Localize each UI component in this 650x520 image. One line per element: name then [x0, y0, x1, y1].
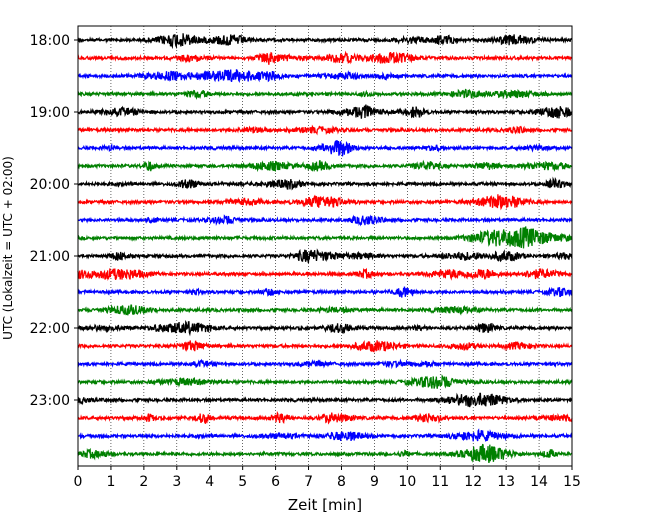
- x-tick-label: 6: [271, 474, 280, 490]
- y-tick-label: 21:00: [30, 249, 70, 265]
- x-tick-label: 8: [337, 474, 346, 490]
- trace-2000: [77, 176, 573, 191]
- trace-1845: [77, 88, 573, 100]
- x-tick-label: 4: [205, 474, 214, 490]
- plot-frame: [77, 25, 573, 467]
- x-tick-label: 10: [398, 474, 416, 490]
- trace-2015: [77, 194, 573, 211]
- trace-2200: [77, 319, 573, 337]
- trace-2245: [77, 373, 573, 389]
- trace-2330: [77, 428, 573, 442]
- y-tick-label: 19:00: [30, 105, 70, 121]
- trace-1900: [77, 104, 573, 119]
- x-tick-label: 2: [139, 474, 148, 490]
- x-tick-label: 9: [370, 474, 379, 490]
- x-tick-label: 0: [74, 474, 83, 490]
- y-tick-label: 20:00: [30, 177, 70, 193]
- y-tick-label: 22:00: [30, 321, 70, 337]
- x-axis-label: Zeit [min]: [288, 496, 362, 514]
- x-tick-label: 13: [497, 474, 515, 490]
- x-tick-label: 12: [464, 474, 482, 490]
- x-tick-label: 7: [304, 474, 313, 490]
- trace-1815: [77, 50, 573, 65]
- trace-2100: [77, 248, 573, 264]
- x-tick-label: 5: [238, 474, 247, 490]
- trace-2315: [77, 410, 573, 425]
- x-tick-label: 1: [106, 474, 115, 490]
- trace-2215: [77, 340, 573, 353]
- x-tick-label: 11: [431, 474, 449, 490]
- x-tick-label: 15: [563, 474, 581, 490]
- trace-2130: [77, 286, 573, 298]
- trace-2045: [77, 226, 573, 249]
- trace-2030: [77, 214, 573, 227]
- trace-1915: [77, 124, 573, 136]
- trace-1830: [77, 68, 573, 83]
- trace-1800: [77, 33, 573, 50]
- y-tick-label: 18:00: [30, 33, 70, 49]
- y-axis-label: UTC (Lokalzeit = UTC + 02:00): [1, 156, 15, 340]
- grid-lines: [110, 26, 540, 466]
- trace-2145: [77, 304, 573, 316]
- trace-1945: [77, 159, 573, 173]
- trace-2345: [77, 443, 573, 463]
- x-tick-label: 14: [530, 474, 548, 490]
- x-tick-label: 3: [172, 474, 181, 490]
- y-tick-label: 23:00: [30, 393, 70, 409]
- trace-1930: [77, 139, 573, 157]
- trace-2115: [77, 267, 573, 281]
- y-ticks: 18:00 19:00 20:00 21:00 22:00 23:00: [30, 33, 78, 409]
- trace-layer: [77, 33, 573, 463]
- trace-2230: [77, 358, 573, 370]
- trace-2300: [77, 392, 573, 408]
- x-ticks: 0 1 2 3 4 5 6 7 8 9 10 11 12 13 14 15: [74, 466, 581, 490]
